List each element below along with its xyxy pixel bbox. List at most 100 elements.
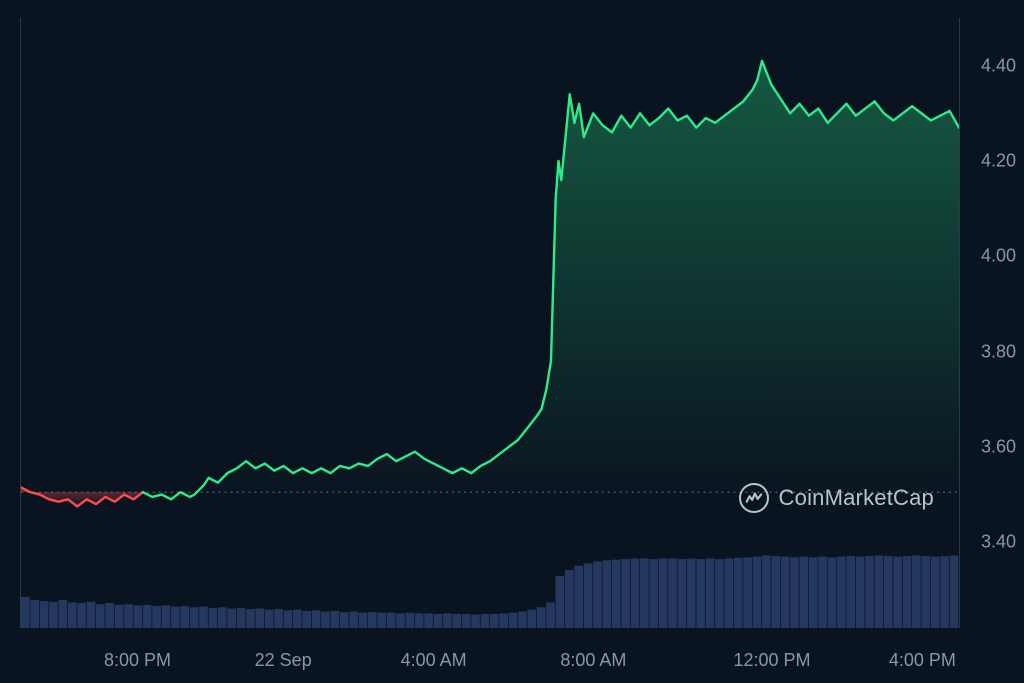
watermark: CoinMarketCap — [739, 483, 934, 513]
chart-svg — [21, 18, 959, 628]
volume-bar — [424, 613, 433, 628]
y-tick-label: 3.60 — [981, 436, 1016, 457]
volume-bar — [199, 607, 208, 628]
volume-bar — [640, 558, 649, 628]
volume-bar — [340, 612, 349, 628]
watermark-text: CoinMarketCap — [779, 485, 934, 511]
volume-bar — [152, 606, 161, 628]
volume-bar — [227, 608, 236, 628]
x-tick-label: 22 Sep — [255, 650, 312, 671]
volume-bar — [828, 557, 837, 628]
volume-bar — [40, 601, 49, 628]
x-tick-label: 8:00 AM — [560, 650, 626, 671]
volume-bar — [790, 557, 799, 628]
volume-bar — [246, 609, 255, 628]
volume-bar — [284, 610, 293, 628]
volume-bar — [143, 605, 152, 628]
volume-bar — [443, 613, 452, 628]
volume-bar — [781, 557, 790, 628]
y-tick-label: 4.20 — [981, 150, 1016, 171]
x-tick-label: 4:00 PM — [889, 650, 956, 671]
x-tick-label: 12:00 PM — [733, 650, 810, 671]
volume-bar — [490, 614, 499, 628]
volume-bar — [331, 611, 340, 628]
volume-bar — [706, 558, 715, 628]
y-tick-label: 4.40 — [981, 55, 1016, 76]
volume-bar — [218, 607, 227, 628]
volume-bar — [668, 558, 677, 628]
volume-bar — [509, 613, 518, 628]
volume-bar — [77, 603, 86, 628]
volume-bar — [631, 558, 640, 628]
volume-bar — [321, 612, 330, 628]
volume-bar — [715, 559, 724, 628]
volume-bar — [584, 563, 593, 628]
volume-bar — [180, 606, 189, 628]
volume-bar — [893, 557, 902, 628]
y-tick-label: 3.40 — [981, 532, 1016, 553]
volume-bar — [471, 615, 480, 628]
volume-bar — [603, 560, 612, 628]
volume-bar — [621, 559, 630, 628]
volume-bar — [415, 613, 424, 628]
volume-bar — [302, 611, 311, 628]
volume-bar — [124, 604, 133, 628]
volume-bar — [762, 555, 771, 628]
volume-bar — [59, 600, 68, 628]
volume-bar — [931, 557, 940, 628]
volume-bar — [649, 559, 658, 628]
volume-bar — [237, 608, 246, 628]
price-chart: 3.403.603.804.004.204.40 8:00 PM22 Sep4:… — [0, 0, 1024, 683]
volume-bar — [528, 610, 537, 628]
x-axis: 8:00 PM22 Sep4:00 AM8:00 AM12:00 PM4:00 … — [20, 628, 960, 683]
volume-bar — [696, 559, 705, 628]
volume-bar — [68, 602, 77, 628]
volume-bar — [162, 605, 171, 628]
volume-bar — [256, 608, 265, 628]
volume-bar — [771, 556, 780, 628]
volume-bar — [921, 556, 930, 628]
volume-bar — [818, 557, 827, 628]
volume-bar — [462, 614, 471, 628]
volume-bar — [546, 602, 555, 628]
volume-bar — [171, 607, 180, 628]
volume-bar — [190, 607, 199, 628]
volume-bar — [30, 600, 39, 628]
volume-bar — [884, 556, 893, 628]
plot-area — [20, 18, 960, 628]
volume-bar — [556, 576, 565, 628]
volume-bar — [687, 558, 696, 628]
volume-bar — [452, 614, 461, 628]
volume-bar — [105, 603, 114, 628]
volume-bar — [950, 555, 959, 628]
y-axis: 3.403.603.804.004.204.40 — [966, 18, 1024, 628]
volume-bar — [743, 557, 752, 628]
volume-bars — [21, 555, 958, 628]
volume-bar — [396, 613, 405, 628]
volume-bar — [293, 610, 302, 628]
volume-bar — [800, 557, 809, 628]
y-tick-label: 3.80 — [981, 341, 1016, 362]
volume-bar — [565, 570, 574, 628]
volume-bar — [846, 556, 855, 628]
volume-bar — [49, 602, 58, 628]
volume-bar — [265, 610, 274, 628]
volume-bar — [359, 613, 368, 628]
volume-bar — [312, 610, 321, 628]
volume-bar — [518, 612, 527, 628]
volume-bar — [406, 613, 415, 628]
volume-bar — [856, 557, 865, 628]
volume-bar — [134, 605, 143, 628]
volume-bar — [837, 557, 846, 628]
x-tick-label: 8:00 PM — [104, 650, 171, 671]
price-area-up — [143, 61, 959, 499]
volume-bar — [734, 558, 743, 628]
volume-bar — [481, 614, 490, 628]
volume-bar — [499, 613, 508, 628]
volume-bar — [377, 613, 386, 628]
volume-bar — [96, 604, 105, 628]
volume-bar — [940, 556, 949, 628]
volume-bar — [387, 613, 396, 628]
volume-bar — [434, 614, 443, 628]
volume-bar — [753, 557, 762, 628]
